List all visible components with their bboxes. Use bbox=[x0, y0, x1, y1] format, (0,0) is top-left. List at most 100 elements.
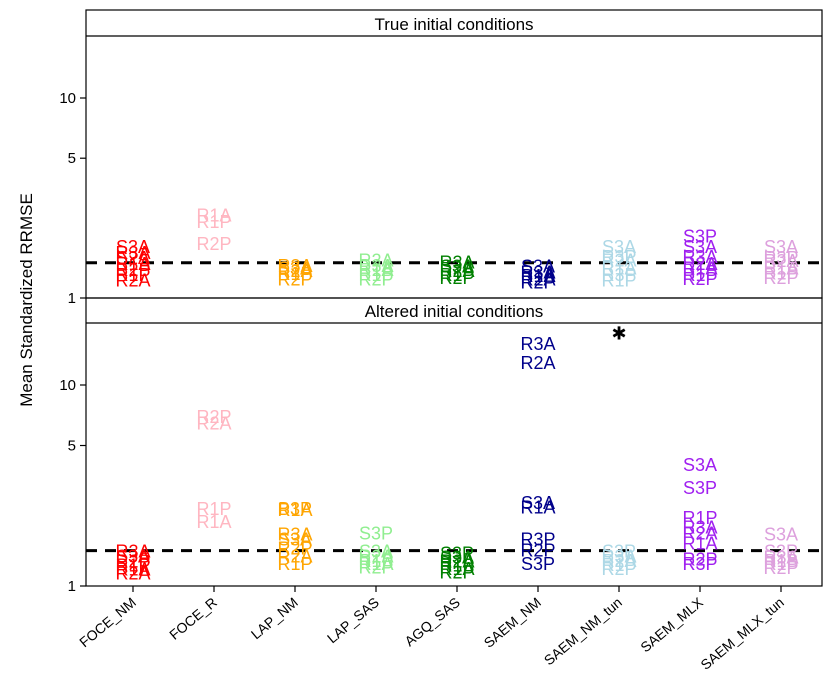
point-label: S3A bbox=[683, 455, 717, 475]
point-label: S3P bbox=[764, 542, 798, 562]
point-label: S3A bbox=[278, 259, 312, 279]
point-label: R1A bbox=[439, 559, 474, 579]
point-label: S3A bbox=[359, 542, 393, 562]
point-label: R2P bbox=[358, 558, 393, 578]
x-tick-label: FOCE_R bbox=[166, 594, 220, 643]
point-label: R1A bbox=[520, 498, 555, 518]
x-tick-label: SAEM_MLX_tun bbox=[697, 594, 787, 673]
point-label: R2P bbox=[358, 270, 393, 290]
point-label: R2P bbox=[277, 270, 312, 290]
point-label: S3A bbox=[278, 530, 312, 550]
point-label: R1P bbox=[763, 264, 798, 284]
point-label: R1P bbox=[682, 508, 717, 528]
y-tick-label: 5 bbox=[68, 438, 76, 455]
point-label: R1A bbox=[358, 554, 393, 574]
y-tick-label: 5 bbox=[68, 150, 76, 167]
point-label: R1A bbox=[520, 266, 555, 286]
point-label: S3A bbox=[764, 237, 798, 257]
point-label: R1P bbox=[358, 551, 393, 571]
point-label: R3P bbox=[601, 247, 636, 267]
point-label: R2P bbox=[601, 559, 636, 579]
panel-true-initial-conditions: True initial conditions1510S3AR3AS2AR1AR… bbox=[59, 9, 823, 307]
point-label: S3A bbox=[116, 546, 150, 566]
point-label: R3A bbox=[439, 253, 474, 273]
point-label: R1A bbox=[277, 500, 312, 520]
point-label: R1P bbox=[439, 265, 474, 285]
point-label: R2A bbox=[439, 261, 474, 281]
point-label: R1P bbox=[196, 499, 231, 519]
y-tick-label: 10 bbox=[59, 90, 76, 107]
point-label: R3A bbox=[682, 517, 717, 537]
point-label: R1A bbox=[358, 260, 393, 280]
point-label: R2A bbox=[439, 551, 474, 571]
x-tick-label: SAEM_MLX bbox=[637, 594, 706, 656]
point-label: R2A bbox=[682, 523, 717, 543]
point-label: S3P bbox=[359, 523, 393, 543]
point-label: S3P bbox=[683, 227, 717, 247]
point-label: S3A bbox=[521, 493, 555, 513]
x-tick-label: LAP_NM bbox=[248, 594, 301, 642]
point-label: R1A bbox=[763, 259, 798, 279]
point-label: S3P bbox=[602, 542, 636, 562]
point-label: R2P bbox=[763, 268, 798, 288]
point-label: R1P bbox=[115, 265, 150, 285]
point-label: R1P bbox=[115, 555, 150, 575]
point-label: R1P bbox=[601, 555, 636, 575]
point-label: R2P bbox=[682, 269, 717, 289]
point-label: R3A bbox=[115, 542, 150, 562]
x-tick-label: LAP_SAS bbox=[324, 594, 382, 646]
x-axis: FOCE_NM FOCE_R LAP_NM LAP_SAS AGQ_SAS SAEM_NM… bbox=[76, 586, 787, 673]
point-label: R2P bbox=[763, 558, 798, 578]
point-label: R1A bbox=[601, 259, 636, 279]
point-label: R2A bbox=[358, 546, 393, 566]
point-label: R2A bbox=[277, 546, 312, 566]
point-label: R1P bbox=[277, 554, 312, 574]
point-label: R1B bbox=[763, 551, 798, 571]
point-label: R2A bbox=[601, 250, 636, 270]
point-label: R2A bbox=[277, 261, 312, 281]
point-label: R3A bbox=[277, 525, 312, 545]
point-label: R3A bbox=[520, 334, 555, 354]
point-label: R2P bbox=[277, 539, 312, 559]
point-label: R2P bbox=[115, 551, 150, 571]
point-label: S2A bbox=[116, 248, 150, 268]
point-label: R3A bbox=[277, 256, 312, 276]
point-label: R3P bbox=[601, 265, 636, 285]
y-tick-label: 10 bbox=[59, 377, 76, 394]
point-label: R1P bbox=[358, 265, 393, 285]
point-label: R1P bbox=[277, 264, 312, 284]
point-label: R2A bbox=[763, 251, 798, 271]
point-label: R1P bbox=[196, 212, 231, 232]
point-label: R3A bbox=[520, 262, 555, 282]
point-label: R2P bbox=[439, 563, 474, 583]
y-tick-label: 1 bbox=[68, 290, 76, 307]
point-label: R3P bbox=[682, 554, 717, 574]
point-label: R1P bbox=[439, 555, 474, 575]
point-label: S3A bbox=[521, 257, 555, 277]
point-label: S3A bbox=[602, 237, 636, 257]
panel-title: True initial conditions bbox=[374, 15, 533, 34]
point-label: R2A bbox=[682, 254, 717, 274]
point-label: R2A bbox=[520, 270, 555, 290]
y-tick-label: 1 bbox=[68, 578, 76, 595]
point-label: S3A bbox=[116, 237, 150, 257]
point-label: R1P bbox=[682, 265, 717, 285]
point-label: R1A bbox=[115, 560, 150, 580]
point-label: R2A bbox=[358, 250, 393, 270]
point-label: R2P bbox=[196, 407, 231, 427]
y-axis-label: Mean Standardized RRMSE bbox=[17, 193, 36, 407]
point-label: B3P bbox=[278, 499, 312, 519]
point-label: R2A bbox=[115, 270, 150, 290]
point-label: S3A bbox=[683, 237, 717, 257]
point-label: R3A bbox=[601, 546, 636, 566]
x-tick-label: FOCE_NM bbox=[76, 594, 139, 650]
point-label: S3A bbox=[764, 525, 798, 545]
point-label: R1A bbox=[682, 533, 717, 553]
point-label: R3A bbox=[358, 256, 393, 276]
point-label: R1A bbox=[115, 254, 150, 274]
point-label: R2A bbox=[115, 563, 150, 583]
point-label: R3A bbox=[682, 247, 717, 267]
point-label: R1A bbox=[196, 205, 231, 225]
x-tick-label: AGQ_SAS bbox=[401, 594, 463, 649]
